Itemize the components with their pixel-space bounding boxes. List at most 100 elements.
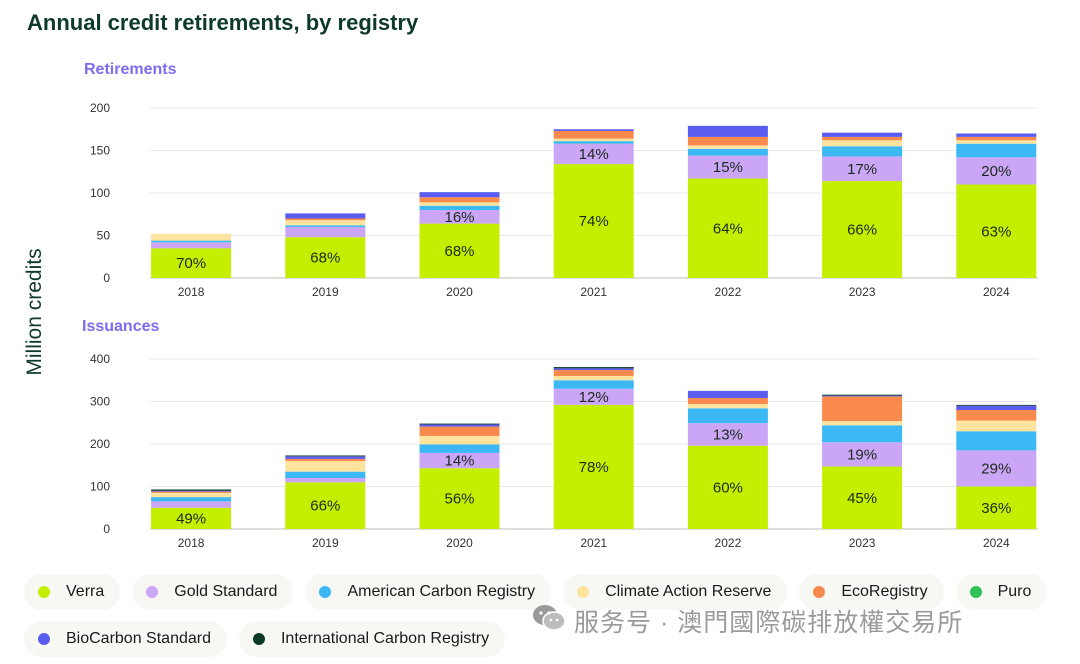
issuances-bar-american-carbon-registry-2020 bbox=[419, 444, 500, 453]
retirements-bar-verra-2021 bbox=[553, 164, 634, 278]
retirements-bar-climate-action-reserve-2018 bbox=[151, 233, 232, 241]
retirements-data-label-gold-standard-2023: 17% bbox=[847, 161, 877, 178]
retirements-bar-american-carbon-registry-2020 bbox=[419, 205, 500, 210]
legend-swatch bbox=[146, 586, 159, 598]
retirements-bar-ecoregistry-2023 bbox=[822, 136, 903, 141]
issuances-bar-ecoregistry-2021 bbox=[553, 370, 634, 376]
issuances-x-tick-label: 2024 bbox=[983, 536, 1010, 550]
issuances-bar-gold-standard-2024 bbox=[956, 450, 1037, 487]
retirements-data-label-gold-standard-2020: 16% bbox=[444, 209, 474, 226]
retirements-bar-gold-standard-2023 bbox=[822, 156, 903, 182]
retirements-data-label-verra-2018: 70% bbox=[176, 255, 206, 272]
retirements-bar-biocarbon-standard-2024 bbox=[956, 133, 1037, 137]
issuances-bar-biocarbon-standard-2023 bbox=[822, 395, 903, 397]
retirements-bar-ecoregistry-2022 bbox=[687, 136, 768, 146]
legend-label: Puro bbox=[997, 583, 1032, 600]
retirements-bar-verra-2022 bbox=[687, 178, 768, 278]
watermark: 服务号 · 澳門國際碳排放權交易所 bbox=[532, 603, 963, 639]
issuances-bar-climate-action-reserve-2022 bbox=[687, 404, 768, 409]
issuances-bar-biocarbon-standard-2018 bbox=[151, 490, 232, 492]
issuances-bar-ecoregistry-2023 bbox=[822, 396, 903, 422]
legend-swatch bbox=[813, 586, 826, 598]
issuances-data-label-verra-2020: 56% bbox=[444, 491, 474, 508]
legend-label: Verra bbox=[66, 583, 105, 600]
retirements-bar-american-carbon-registry-2019 bbox=[285, 225, 366, 227]
issuances-bar-international-carbon-registry-2023 bbox=[822, 394, 903, 396]
issuances-data-label-verra-2023: 45% bbox=[847, 490, 877, 507]
issuances-bar-climate-action-reserve-2020 bbox=[419, 435, 500, 445]
issuances-bar-verra-2021 bbox=[553, 404, 634, 529]
retirements-x-tick-label: 2020 bbox=[446, 285, 473, 299]
retirements-bar-american-carbon-registry-2022 bbox=[687, 148, 768, 156]
retirements-bar-gold-standard-2020 bbox=[419, 210, 500, 224]
retirements-bar-verra-2018 bbox=[151, 248, 232, 278]
issuances-y-tick-label: 200 bbox=[90, 437, 110, 451]
issuances-data-label-gold-standard-2021: 12% bbox=[579, 389, 609, 406]
wechat-icon bbox=[532, 604, 566, 639]
retirements-data-label-verra-2024: 63% bbox=[981, 223, 1011, 240]
issuances-panel-title: Issuances bbox=[82, 318, 160, 335]
issuances-bar-biocarbon-standard-2022 bbox=[687, 390, 768, 399]
issuances-bar-verra-2018 bbox=[151, 507, 232, 529]
retirements-bar-biocarbon-standard-2022 bbox=[687, 125, 768, 137]
issuances-x-tick-label: 2020 bbox=[446, 536, 473, 550]
retirements-bar-gold-standard-2018 bbox=[151, 242, 232, 249]
legend-item-gold-standard: Gold Standard bbox=[132, 574, 294, 610]
legend-item-international-carbon-registry: International Carbon Registry bbox=[238, 621, 506, 657]
issuances-data-label-verra-2021: 78% bbox=[579, 459, 609, 476]
issuances-bar-climate-action-reserve-2018 bbox=[151, 492, 232, 498]
issuances-data-label-verra-2024: 36% bbox=[981, 500, 1011, 517]
issuances-bar-verra-2019 bbox=[285, 482, 366, 529]
retirements-data-label-gold-standard-2024: 20% bbox=[981, 163, 1011, 180]
retirements-x-tick-label: 2023 bbox=[849, 285, 876, 299]
issuances-bar-climate-action-reserve-2021 bbox=[553, 376, 634, 381]
retirements-bar-american-carbon-registry-2024 bbox=[956, 143, 1037, 158]
legend-label: EcoRegistry bbox=[841, 583, 928, 600]
issuances-bar-ecoregistry-2022 bbox=[687, 398, 768, 405]
retirements-bar-biocarbon-standard-2020 bbox=[419, 192, 500, 198]
legend-label: Climate Action Reserve bbox=[605, 583, 772, 600]
issuances-bar-ecoregistry-2020 bbox=[419, 426, 500, 436]
retirements-bar-climate-action-reserve-2023 bbox=[822, 140, 903, 147]
retirements-x-tick-label: 2022 bbox=[715, 285, 742, 299]
legend-swatch bbox=[252, 633, 265, 645]
issuances-bar-international-carbon-registry-2019 bbox=[285, 455, 366, 457]
legend-item-american-carbon-registry: American Carbon Registry bbox=[305, 574, 552, 610]
issuances-bar-gold-standard-2022 bbox=[687, 423, 768, 446]
retirements-data-label-verra-2023: 66% bbox=[847, 222, 877, 239]
retirements-data-label-gold-standard-2022: 15% bbox=[713, 159, 743, 176]
issuances-bar-ecoregistry-2018 bbox=[151, 491, 232, 493]
retirements-y-tick-label: 200 bbox=[90, 101, 110, 115]
retirements-x-tick-label: 2021 bbox=[580, 285, 607, 299]
retirements-x-tick-label: 2024 bbox=[983, 285, 1010, 299]
retirements-bar-ecoregistry-2020 bbox=[419, 197, 500, 203]
issuances-bar-american-carbon-registry-2023 bbox=[822, 425, 903, 443]
issuances-x-tick-label: 2019 bbox=[312, 536, 339, 550]
legend-swatch bbox=[577, 586, 590, 598]
issuances-bar-american-carbon-registry-2021 bbox=[553, 380, 634, 389]
issuances-data-label-gold-standard-2024: 29% bbox=[981, 460, 1011, 477]
issuances-bar-international-carbon-registry-2020 bbox=[419, 423, 500, 425]
page-title: Annual credit retirements, by registry bbox=[27, 10, 419, 35]
issuances-y-tick-label: 100 bbox=[90, 480, 110, 494]
retirements-bar-american-carbon-registry-2021 bbox=[553, 141, 634, 144]
issuances-bar-biocarbon-standard-2019 bbox=[285, 456, 366, 459]
watermark-text: 服务号 · 澳門國際碳排放權交易所 bbox=[574, 609, 964, 637]
issuances-bar-biocarbon-standard-2020 bbox=[419, 424, 500, 427]
issuances-data-label-gold-standard-2022: 13% bbox=[713, 426, 743, 443]
retirements-data-label-verra-2019: 68% bbox=[310, 250, 340, 267]
retirements-bar-gold-standard-2024 bbox=[956, 157, 1037, 185]
retirements-bar-biocarbon-standard-2021 bbox=[553, 129, 634, 131]
issuances-bar-ecoregistry-2019 bbox=[285, 458, 366, 461]
retirements-panel-title: Retirements bbox=[84, 61, 177, 78]
legend-item-puro: Puro bbox=[955, 574, 1048, 610]
retirements-bar-gold-standard-2021 bbox=[553, 143, 634, 165]
legend-item-biocarbon-standard: BioCarbon Standard bbox=[24, 621, 227, 657]
issuances-data-label-verra-2022: 60% bbox=[713, 479, 743, 496]
retirements-bar-gold-standard-2022 bbox=[687, 155, 768, 179]
issuances-bar-american-carbon-registry-2022 bbox=[687, 408, 768, 424]
issuances-y-tick-label: 0 bbox=[103, 522, 110, 536]
retirements-bar-verra-2020 bbox=[419, 223, 500, 278]
chart-legend: Verra Gold Standard American Carbon Regist… bbox=[24, 574, 1064, 657]
legend-swatch bbox=[38, 586, 50, 598]
